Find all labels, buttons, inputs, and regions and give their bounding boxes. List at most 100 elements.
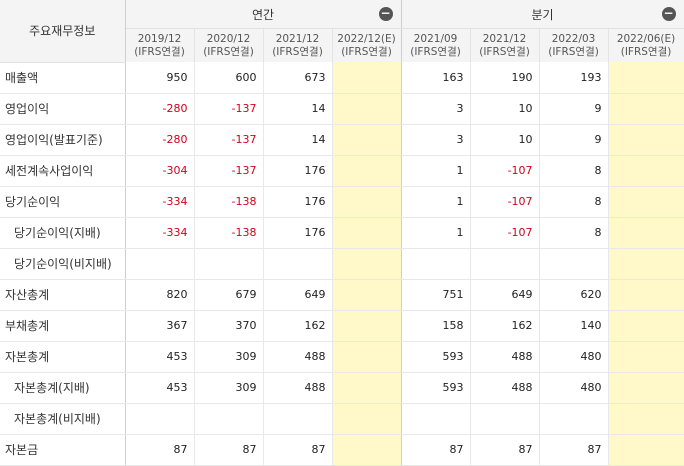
value-cell [194, 248, 264, 280]
value-cell: 87 [539, 434, 609, 466]
value-cell: 8 [539, 186, 609, 218]
value-cell: 620 [539, 279, 609, 311]
period-label: 2020/12 [206, 32, 251, 45]
row-label: 부채총계 [0, 310, 126, 342]
value-cell [539, 403, 609, 435]
period-label: 2022/06(E) [616, 32, 676, 45]
quarterly-group-label: 분기 [531, 7, 554, 22]
row-label: 영업이익 [0, 93, 126, 125]
value-cell [608, 403, 684, 435]
value-cell: -137 [194, 93, 264, 125]
value-cell: 950 [125, 62, 195, 94]
period-header-quarterly: 2021/09 (IFRS연결) [401, 28, 471, 62]
value-cell: 1 [401, 217, 471, 249]
period-header-quarterly: 2022/03 (IFRS연결) [539, 28, 609, 62]
period-label: 2022/03 [551, 32, 596, 45]
row-label: 자본총계(지배) [0, 372, 126, 404]
quarterly-group-header: 분기 − [401, 0, 684, 29]
value-cell: 176 [263, 155, 333, 187]
row-label: 당기순이익(지배) [0, 217, 126, 249]
value-cell: 480 [539, 372, 609, 404]
value-cell: 10 [470, 124, 540, 156]
period-header-annual: 2022/12(E) (IFRS연결) [332, 28, 402, 62]
row-label: 자본금 [0, 434, 126, 466]
quarterly-collapse-icon[interactable]: − [661, 6, 676, 21]
value-cell: -107 [470, 186, 540, 218]
table-row: 당기순이익(비지배) [0, 248, 684, 280]
table-row: 자본금 87 87 87 87 87 87 [0, 434, 684, 466]
value-cell: 10 [470, 93, 540, 125]
annual-group-header: 연간 − [125, 0, 402, 29]
value-cell: 309 [194, 372, 264, 404]
row-label: 당기순이익 [0, 186, 126, 218]
value-cell [608, 62, 684, 94]
value-cell: 1 [401, 155, 471, 187]
value-cell: 3 [401, 124, 471, 156]
value-cell [332, 341, 402, 373]
value-cell [608, 217, 684, 249]
value-cell: -280 [125, 93, 195, 125]
value-cell [332, 217, 402, 249]
table-row: 영업이익 -280 -137 14 3 10 9 [0, 93, 684, 125]
value-cell [401, 248, 471, 280]
value-cell: 9 [539, 93, 609, 125]
table-row: 매출액 950 600 673 163 190 193 [0, 62, 684, 94]
value-cell: -304 [125, 155, 195, 187]
period-header-quarterly: 2022/06(E) (IFRS연결) [608, 28, 684, 62]
value-cell: 370 [194, 310, 264, 342]
value-cell: 190 [470, 62, 540, 94]
value-cell [263, 403, 333, 435]
basis-label: (IFRS연결) [203, 45, 254, 58]
value-cell [332, 124, 402, 156]
row-label: 세전계속사업이익 [0, 155, 126, 187]
value-cell [539, 248, 609, 280]
table-row: 자본총계 453 309 488 593 488 480 [0, 341, 684, 373]
value-cell: 600 [194, 62, 264, 94]
corner-title: 주요재무정보 [0, 0, 126, 63]
value-cell: 176 [263, 217, 333, 249]
value-cell: 87 [470, 434, 540, 466]
value-cell: 673 [263, 62, 333, 94]
value-cell: 593 [401, 372, 471, 404]
basis-label: (IFRS연결) [548, 45, 599, 58]
value-cell [263, 248, 333, 280]
value-cell [332, 279, 402, 311]
value-cell [608, 434, 684, 466]
value-cell: -107 [470, 155, 540, 187]
value-cell [608, 310, 684, 342]
value-cell: 488 [470, 341, 540, 373]
value-cell: 87 [125, 434, 195, 466]
value-cell: 87 [263, 434, 333, 466]
value-cell: -138 [194, 186, 264, 218]
value-cell: -280 [125, 124, 195, 156]
value-cell: 9 [539, 124, 609, 156]
table-row: 세전계속사업이익 -304 -137 176 1 -107 8 [0, 155, 684, 187]
value-cell: 176 [263, 186, 333, 218]
period-header-annual: 2020/12 (IFRS연결) [194, 28, 264, 62]
basis-label: (IFRS연결) [479, 45, 530, 58]
value-cell: 453 [125, 341, 195, 373]
value-cell: 480 [539, 341, 609, 373]
value-cell: 163 [401, 62, 471, 94]
table-row: 당기순이익(지배) -334 -138 176 1 -107 8 [0, 217, 684, 249]
value-cell [470, 248, 540, 280]
value-cell [608, 279, 684, 311]
value-cell [332, 155, 402, 187]
value-cell: 488 [263, 341, 333, 373]
table-row: 영업이익(발표기준) -280 -137 14 3 10 9 [0, 124, 684, 156]
period-header-annual: 2019/12 (IFRS연결) [125, 28, 195, 62]
value-cell [332, 248, 402, 280]
basis-label: (IFRS연결) [272, 45, 323, 58]
value-cell [332, 186, 402, 218]
row-label: 매출액 [0, 62, 126, 94]
value-cell [332, 403, 402, 435]
value-cell [401, 403, 471, 435]
value-cell: 87 [194, 434, 264, 466]
annual-collapse-icon[interactable]: − [378, 6, 393, 21]
value-cell [332, 372, 402, 404]
value-cell: 162 [263, 310, 333, 342]
row-label: 자본총계(비지배) [0, 403, 126, 435]
value-cell: 751 [401, 279, 471, 311]
value-cell: -137 [194, 124, 264, 156]
